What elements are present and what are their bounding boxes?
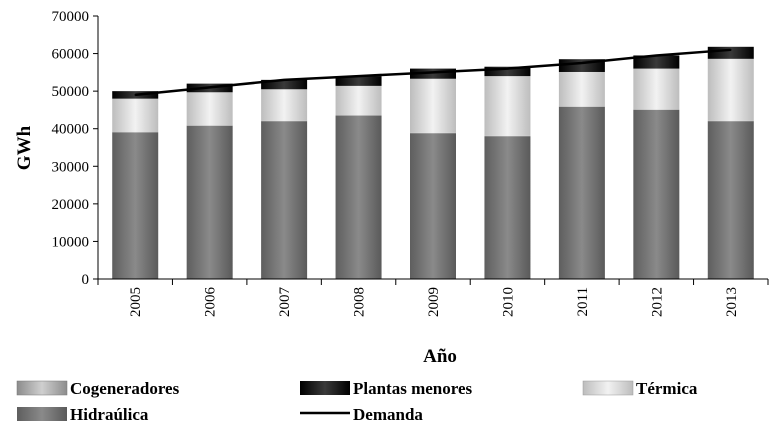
legend-label-termica: Térmica — [636, 379, 698, 398]
y-tick-label: 10000 — [52, 234, 90, 250]
y-tick-label: 70000 — [52, 9, 90, 25]
legend-item-plantas-menores: Plantas menores — [300, 379, 473, 398]
bar-segment-hidraulica — [261, 121, 308, 279]
legend-swatch-cogeneradores — [16, 380, 68, 396]
legend-item-demanda: Demanda — [300, 405, 423, 424]
x-tick-label: 2013 — [724, 287, 740, 317]
x-tick-label: 2009 — [426, 287, 442, 317]
legend-label-hidraulica: Hidraúlica — [70, 405, 149, 424]
demanda-point — [432, 71, 434, 74]
bar-segment-hidraulica — [633, 109, 680, 279]
bar-segment-hidraulica — [558, 106, 605, 280]
legend-swatch-termica — [582, 380, 634, 396]
bar-segment-plantas-menores — [261, 79, 308, 90]
demanda-point — [283, 79, 285, 81]
x-tick-label: 2006 — [203, 287, 219, 318]
legend-swatch-plantas-menores — [300, 381, 350, 395]
bar-segment-termica — [558, 71, 605, 107]
legend-item-hidraulica: Hidraúlica — [17, 405, 149, 424]
x-tick-label: 2005 — [128, 287, 144, 317]
bar-segment-termica — [633, 68, 680, 110]
x-tick-label: 2010 — [500, 287, 516, 317]
x-axis: 2005 2006 2007 2008 2009 2010 2011 2012 2013 — [97, 278, 769, 318]
y-axis-title: GWh — [14, 125, 35, 170]
legend: Cogeneradores Plantas menores Térmica Hi… — [16, 379, 698, 424]
legend-label-plantas-menores: Plantas menores — [353, 379, 473, 398]
bar-segment-hidraulica — [410, 133, 456, 279]
legend-item-cogeneradores: Cogeneradores — [16, 379, 180, 398]
bar-segment-hidraulica — [484, 136, 531, 279]
x-tick-label: 2007 — [277, 287, 293, 318]
demanda-point — [729, 49, 732, 51]
bar-segment-hidraulica — [186, 125, 233, 279]
y-tick-label: 60000 — [52, 47, 90, 63]
demanda-point — [357, 75, 360, 77]
y-axis: 0 10000 20000 30000 40000 50000 60000 70000 — [52, 9, 99, 288]
x-tick-label: 2011 — [575, 287, 591, 316]
bar-segment-termica — [261, 89, 308, 121]
bar-segment-termica — [707, 58, 754, 121]
plot-area — [112, 46, 754, 280]
bar-segment-termica — [112, 98, 159, 133]
bar-segment-hidraulica — [335, 115, 382, 279]
bar-segment-plantas-menores — [335, 76, 382, 86]
y-tick-label: 40000 — [52, 122, 90, 138]
bar-segment-termica — [410, 78, 456, 133]
demanda-point — [581, 62, 583, 64]
bar-segment-hidraulica — [112, 132, 159, 279]
y-tick-label: 20000 — [52, 197, 90, 213]
bar-segment-plantas-menores — [410, 68, 456, 79]
bar-segment-hidraulica — [707, 121, 754, 279]
bar-segment-plantas-menores — [633, 55, 680, 69]
bar-segment-plantas-menores — [484, 66, 531, 77]
demanda-point — [134, 94, 137, 96]
demanda-point — [208, 86, 211, 89]
legend-swatch-hidraulica — [17, 407, 67, 421]
legend-item-termica: Térmica — [582, 379, 698, 398]
bar-segment-plantas-menores — [707, 46, 754, 59]
x-axis-title: Año — [423, 346, 457, 367]
y-tick-label: 0 — [82, 272, 90, 288]
bar-segment-termica — [484, 76, 531, 136]
x-tick-label: 2008 — [352, 287, 368, 317]
x-tick-label: 2012 — [649, 287, 665, 317]
legend-label-cogeneradores: Cogeneradores — [70, 379, 180, 398]
demanda-point — [655, 54, 658, 57]
legend-label-demanda: Demanda — [353, 405, 423, 424]
bar-segment-termica — [186, 92, 233, 126]
y-tick-label: 30000 — [52, 159, 90, 175]
demanda-point — [506, 67, 509, 70]
y-tick-label: 50000 — [52, 84, 90, 100]
bar-segment-termica — [335, 85, 382, 116]
